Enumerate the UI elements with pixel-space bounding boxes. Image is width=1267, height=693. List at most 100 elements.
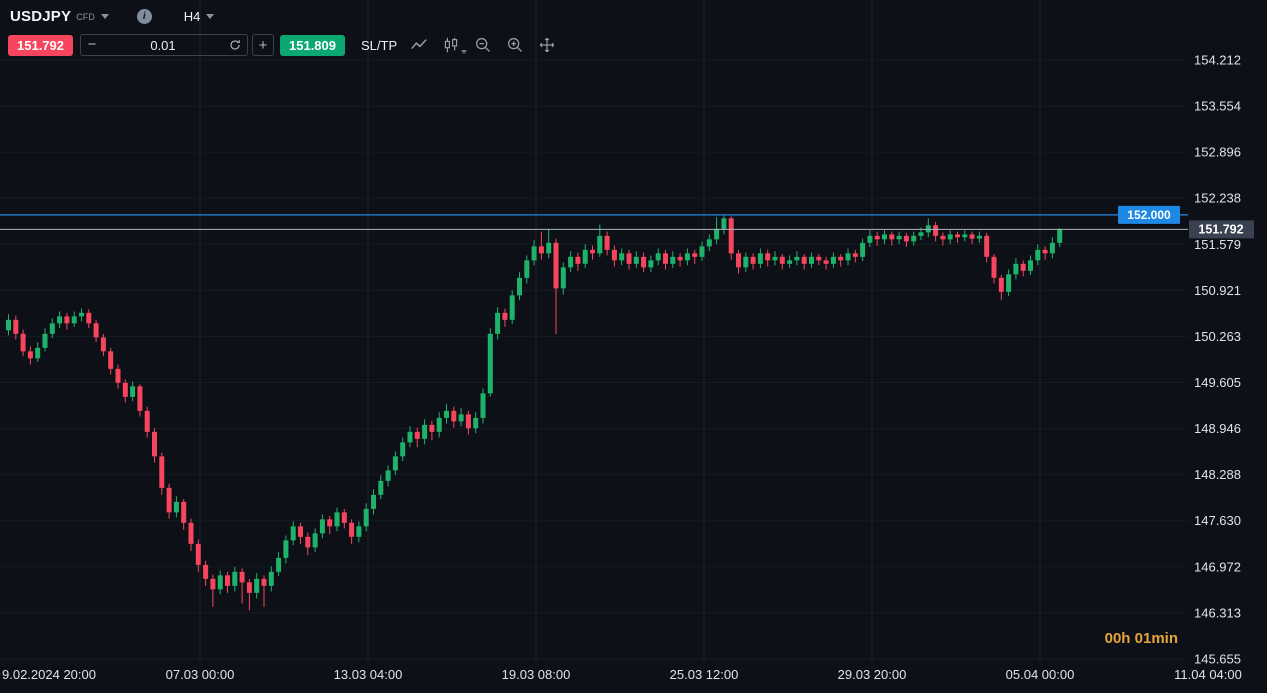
candle-body (882, 234, 887, 240)
candle-body (414, 431, 420, 439)
candle-body (137, 386, 143, 411)
candle-body (473, 417, 479, 429)
time-axis-label: 9.02.2024 20:00 (2, 667, 96, 682)
candle-body (305, 536, 311, 548)
price-axis-label: 151.579 (1194, 237, 1241, 252)
candle-body (298, 526, 303, 537)
quantity-increase-button[interactable]: + (252, 34, 274, 56)
candle-body (159, 456, 165, 488)
zoom-in-icon[interactable] (505, 35, 525, 55)
candle-body (655, 253, 661, 261)
candle-body (495, 312, 501, 334)
sltp-button[interactable]: SL/TP (361, 37, 398, 53)
candle-body (444, 410, 449, 418)
price-axis-label: 152.896 (1194, 145, 1241, 160)
candle-body (254, 578, 260, 593)
price-level-badge[interactable] (1118, 205, 1180, 224)
price-axis-label: 146.313 (1194, 605, 1241, 620)
candle-body (13, 319, 19, 334)
quantity-input[interactable]: 0.01 (150, 37, 176, 53)
candle-body (276, 557, 282, 572)
candle-body (217, 575, 223, 590)
instrument-header: USDJPY CFD i H4 (10, 6, 220, 26)
quantity-decrease-button[interactable]: − (87, 36, 97, 53)
candle-body (173, 501, 179, 513)
chevron-down-icon[interactable] (100, 13, 109, 19)
move-chart-icon[interactable] (537, 35, 557, 55)
candle-body (830, 256, 836, 264)
candle-body (590, 249, 595, 254)
candle-body (210, 578, 216, 590)
candle-body (706, 239, 712, 247)
candle-body (232, 571, 238, 586)
candle-body (568, 256, 574, 268)
candle-body (465, 414, 471, 429)
candle-body (429, 424, 435, 432)
candlestick-chart-type-icon[interactable] (441, 35, 468, 55)
candle-body (597, 235, 603, 254)
candle-body (42, 333, 48, 348)
candle-body (312, 533, 318, 548)
candle-body (969, 234, 975, 239)
candle-body (166, 487, 172, 513)
candle-body (874, 235, 880, 240)
candle-body (560, 267, 566, 289)
candle-body (604, 235, 610, 250)
info-icon[interactable]: i (136, 8, 152, 24)
candle-body (955, 234, 960, 238)
candle-body (327, 519, 333, 527)
candle-body (20, 333, 26, 352)
time-axis-label: 25.03 12:00 (670, 667, 739, 682)
candle-body (79, 312, 84, 317)
candle-body (684, 253, 690, 261)
zoom-out-icon[interactable] (473, 35, 493, 55)
candle-body (502, 312, 508, 320)
buy-price-button[interactable]: 151.809 (280, 34, 345, 56)
candle-body (903, 235, 909, 242)
candle-body (1013, 263, 1019, 275)
line-chart-type-icon[interactable] (409, 35, 429, 55)
candle-body (918, 232, 924, 236)
price-axis-label: 149.605 (1194, 375, 1241, 390)
candle-body (356, 526, 362, 537)
candle-body (991, 256, 997, 278)
candle-body (422, 424, 428, 439)
candle-body (962, 234, 968, 238)
sell-price-button[interactable]: 151.792 (8, 34, 73, 56)
price-axis-label: 148.946 (1194, 421, 1241, 436)
candle-body (626, 253, 632, 264)
candle-body (385, 470, 391, 481)
candle-body (787, 260, 793, 264)
candle-body (100, 337, 106, 352)
candle-body (896, 235, 902, 240)
candle-body (115, 368, 121, 383)
refresh-units-icon[interactable] (223, 35, 247, 55)
candle-body (1028, 260, 1033, 271)
candle-body (371, 494, 376, 509)
chevron-down-icon (206, 13, 215, 19)
time-axis-label: 07.03 00:00 (166, 667, 235, 682)
candle-body (867, 235, 873, 243)
instrument-type-badge: CFD (76, 12, 95, 22)
candle-body (721, 218, 727, 229)
candle-body (677, 256, 683, 261)
candle-body (436, 417, 442, 432)
price-level-value: 152.000 (1127, 208, 1171, 222)
candle-body (1049, 242, 1055, 254)
candle-body (86, 312, 92, 324)
timeframe-selector[interactable]: H4 (178, 7, 221, 26)
candle-body (108, 351, 114, 369)
symbol-name[interactable]: USDJPY (10, 7, 72, 25)
time-axis-label: 11.04 04:00 (1174, 667, 1242, 682)
candle-body (670, 256, 676, 264)
candle-body (611, 249, 617, 261)
candle-body (1042, 249, 1048, 254)
candle-body (130, 386, 136, 397)
candle-body (378, 480, 384, 495)
chevron-down-icon (461, 50, 468, 54)
candle-body (392, 456, 398, 471)
candle-body (575, 256, 581, 264)
candle-body (239, 571, 245, 583)
